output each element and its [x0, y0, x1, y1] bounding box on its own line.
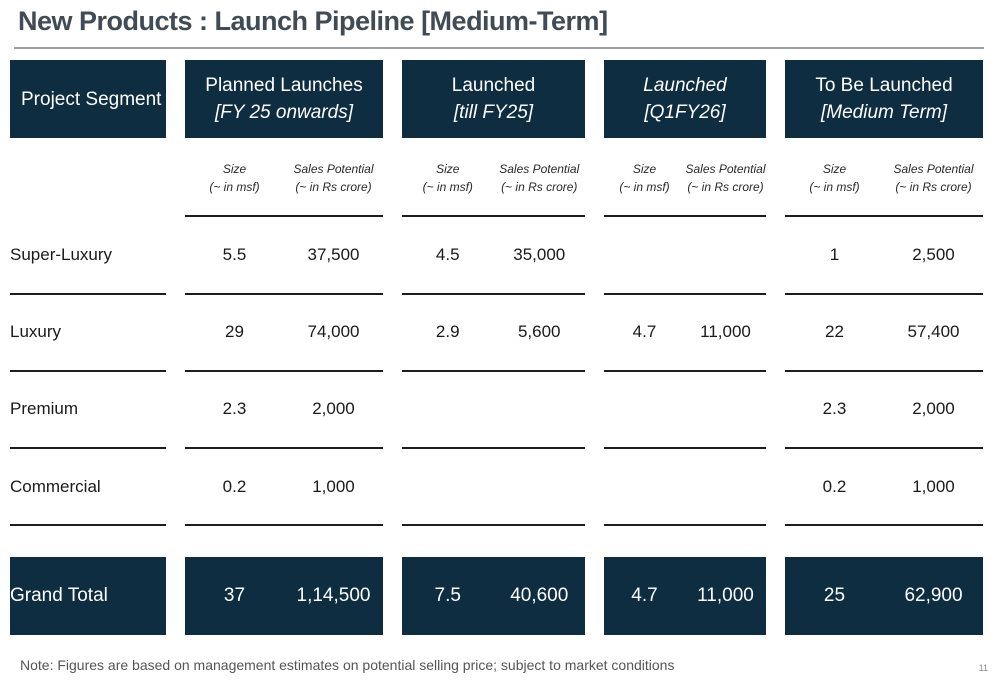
total-to-be-launched: 25 62,900	[785, 557, 983, 635]
row-divider	[785, 370, 983, 372]
row-divider	[785, 293, 983, 295]
footnote: Note: Figures are based on management es…	[20, 657, 675, 673]
row-divider	[185, 293, 383, 295]
total-size: 4.7	[631, 585, 658, 606]
size-cell: 1	[829, 245, 840, 264]
total-planned: 37 1,14,500	[185, 557, 383, 635]
size-cell: 2.3	[822, 399, 847, 418]
row-divider	[402, 447, 585, 449]
size-cell: 2.9	[435, 322, 460, 341]
page-title: New Products : Launch Pipeline [Medium-T…	[18, 6, 608, 36]
row-divider	[10, 293, 166, 295]
header-group-period: [till FY25]	[453, 102, 534, 123]
total-sales: 1,14,500	[296, 585, 371, 606]
size-cell: 2.3	[222, 399, 247, 418]
sales-cell: 74,000	[307, 322, 360, 341]
row-divider	[10, 524, 166, 526]
header-underline	[185, 215, 383, 217]
row-segment-label: Luxury	[10, 322, 62, 341]
size-cell: 22	[825, 322, 844, 341]
row-segment-label: Super-Luxury	[10, 245, 113, 264]
subheader-launched-fy25: Size (~ in msf) Sales Potential (~ in Rs c…	[402, 160, 585, 200]
subheader-to-be-launched: Size (~ in msf) Sales Potential (~ in Rs c…	[785, 160, 983, 200]
total-launched-fy25: 7.5 40,600	[402, 557, 585, 635]
row-divider	[185, 370, 383, 372]
row-divider	[10, 447, 166, 449]
row-divider	[785, 447, 983, 449]
total-launched-q1fy26: 4.7 11,000	[604, 557, 766, 635]
subheader-size: Size (~ in msf)	[422, 162, 473, 194]
row-divider	[604, 370, 766, 372]
subheader-sales: Sales Potential (~ in Rs crore)	[499, 162, 580, 194]
sales-cell: 1,000	[312, 477, 355, 496]
subheader-sales: Sales Potential (~ in Rs crore)	[293, 162, 374, 194]
size-cell: 29	[225, 322, 244, 341]
header-planned-launches: Planned Launches [FY 25 onwards]	[185, 60, 383, 138]
sales-cell: 57,400	[907, 322, 960, 341]
sales-cell: 2,500	[912, 245, 955, 264]
size-cell: 5.5	[222, 245, 247, 264]
header-group-title: Launched	[643, 75, 727, 96]
size-cell: 4.7	[632, 322, 657, 341]
subheader-launched-q1fy26: Size (~ in msf) Sales Potential (~ in Rs c…	[604, 160, 766, 200]
row-divider	[402, 524, 585, 526]
page-number: 11	[978, 663, 988, 673]
subheader-size: Size (~ in msf)	[809, 162, 860, 194]
row-segment-label: Commercial	[10, 477, 101, 496]
total-sales: 62,900	[904, 585, 963, 606]
row-segment-label: Premium	[10, 399, 79, 418]
size-cell: 4.5	[435, 245, 460, 264]
header-underline	[402, 215, 585, 217]
header-project-segment: Project Segment	[10, 60, 166, 138]
total-size: 25	[823, 585, 846, 606]
row-divider	[185, 447, 383, 449]
total-sales: 11,000	[697, 585, 754, 606]
header-launched-till-fy25: Launched [till FY25]	[402, 60, 585, 138]
header-launched-q1fy26: Launched [Q1FY26]	[604, 60, 766, 138]
row-divider	[402, 370, 585, 372]
size-cell: 0.2	[222, 477, 247, 496]
subheader-size: Size (~ in msf)	[209, 162, 260, 194]
sales-cell: 37,500	[307, 245, 360, 264]
row-divider	[10, 370, 166, 372]
total-sales: 40,600	[510, 585, 569, 606]
subheader-sales: Sales Potential (~ in Rs crore)	[685, 162, 766, 194]
header-group-period: [Q1FY26]	[644, 102, 726, 123]
total-label: Grand Total	[10, 585, 108, 606]
header-group-title: Planned Launches	[205, 75, 363, 96]
header-group-title: To Be Launched	[815, 75, 953, 96]
row-divider	[185, 524, 383, 526]
total-size: 7.5	[434, 585, 461, 606]
sales-cell: 35,000	[513, 245, 566, 264]
header-group-period: [FY 25 onwards]	[214, 102, 353, 123]
total-size: 37	[223, 585, 246, 606]
total-segment-cell: Grand Total	[10, 557, 166, 635]
sales-cell: 5,600	[517, 322, 561, 341]
row-divider	[604, 293, 766, 295]
header-underline	[604, 215, 766, 217]
subheader-size: Size (~ in msf)	[619, 162, 670, 194]
title-divider	[14, 47, 984, 49]
sales-cell: 2,000	[912, 399, 955, 418]
subheader-sales: Sales Potential (~ in Rs crore)	[893, 162, 974, 194]
row-divider	[402, 293, 585, 295]
row-divider	[604, 524, 766, 526]
size-cell: 0.2	[822, 477, 847, 496]
header-group-period: [Medium Term]	[821, 102, 947, 123]
header-group-title: Launched	[451, 75, 536, 96]
header-underline	[785, 215, 983, 217]
sales-cell: 1,000	[912, 477, 955, 496]
sales-cell: 11,000	[700, 322, 751, 341]
sales-cell: 2,000	[312, 399, 355, 418]
row-divider	[785, 524, 983, 526]
header-segment-label: Project Segment	[21, 88, 162, 110]
row-divider	[604, 447, 766, 449]
header-to-be-launched: To Be Launched [Medium Term]	[785, 60, 983, 138]
subheader-planned: Size (~ in msf) Sales Potential (~ in Rs c…	[185, 160, 383, 200]
